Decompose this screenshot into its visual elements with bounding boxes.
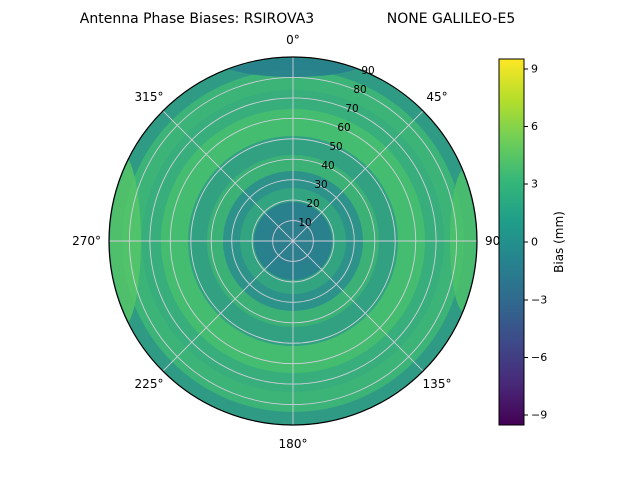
colorbar-tick-label: 0 bbox=[531, 236, 538, 249]
radial-tick-label: 60 bbox=[337, 122, 350, 134]
angular-tick-label-315: 315° bbox=[135, 90, 164, 104]
colorbar-tick-label: −6 bbox=[531, 351, 547, 364]
colorbar-axis-label: Bias (mm) bbox=[552, 211, 566, 273]
radial-tick-label: 90 bbox=[361, 65, 374, 77]
angular-tick-label-180: 180° bbox=[279, 437, 308, 451]
angular-tick-labels: 0° 45° 90 135° 180° 225° 270° 315° bbox=[72, 33, 500, 451]
angular-tick-label-0: 0° bbox=[286, 33, 300, 47]
radial-tick-label: 40 bbox=[321, 160, 334, 172]
colorbar-ticks bbox=[524, 68, 528, 416]
radial-tick-labels: 10 20 30 40 50 60 70 80 90 bbox=[298, 65, 374, 229]
polar-grid bbox=[109, 57, 477, 425]
radial-tick-label: 10 bbox=[298, 217, 311, 229]
radial-tick-label: 50 bbox=[329, 141, 342, 153]
colorbar-tick-label: 6 bbox=[531, 120, 538, 133]
radial-tick-label: 80 bbox=[353, 84, 366, 96]
plot-title-left: Antenna Phase Biases: RSIROVA3 bbox=[80, 11, 314, 27]
plot-title-right: NONE GALILEO-E5 bbox=[387, 11, 515, 27]
colorbar-tick-label: −9 bbox=[531, 409, 547, 422]
colorbar-tick-label: 9 bbox=[531, 63, 538, 76]
angular-tick-label-45: 45° bbox=[426, 90, 447, 104]
angular-tick-label-135: 135° bbox=[423, 377, 452, 391]
angular-tick-label-90: 90 bbox=[485, 234, 500, 248]
colorbar-tick-labels: 9 6 3 0 −3 −6 −9 bbox=[531, 63, 547, 422]
polar-axis-edge bbox=[108, 56, 478, 426]
colorbar: 9 6 3 0 −3 −6 −9 Bias (mm) bbox=[498, 58, 566, 426]
radial-tick-label: 30 bbox=[314, 179, 327, 191]
radial-tick-label: 20 bbox=[306, 198, 319, 210]
colorbar-tick-label: 3 bbox=[531, 178, 538, 191]
polar-spoke bbox=[162, 110, 424, 372]
colorbar-tick-label: −3 bbox=[531, 294, 547, 307]
colorbar-gradient bbox=[498, 58, 525, 426]
angular-tick-label-225: 225° bbox=[135, 377, 164, 391]
angular-tick-label-270: 270° bbox=[72, 234, 101, 248]
radial-tick-label: 70 bbox=[345, 103, 358, 115]
